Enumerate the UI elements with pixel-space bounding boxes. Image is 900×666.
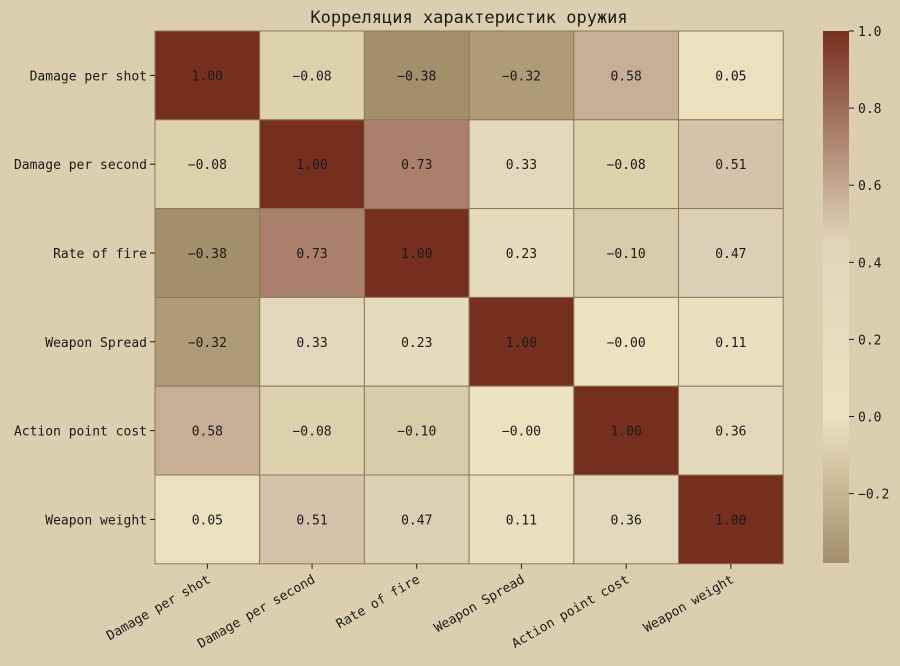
- cell-value-label: 0.73: [296, 247, 327, 262]
- cell-value-label: 0.36: [715, 425, 746, 440]
- heatmap-cell: [363, 208, 470, 298]
- heatmap-cell: [678, 385, 784, 476]
- heatmap-cell: [363, 30, 470, 121]
- cell-value-label: 0.23: [506, 247, 537, 262]
- chart-title: Корреляция характеристик оружия: [310, 8, 627, 28]
- cell-value-label: 1.00: [610, 425, 641, 440]
- column-label: Action point cost: [509, 572, 632, 652]
- heatmap-cell: [154, 385, 261, 476]
- cell-value-label: −0.32: [502, 69, 541, 84]
- row-label: Damage per shot: [30, 69, 147, 84]
- cell-value-label: 0.47: [401, 513, 432, 528]
- cell-value-label: −0.10: [607, 247, 646, 262]
- cell-value-label: 0.36: [610, 513, 641, 528]
- heatmap-cell: [154, 208, 261, 298]
- colorbar-tick-label: −0.2: [858, 488, 889, 503]
- row-label: Damage per second: [14, 158, 147, 173]
- cell-value-label: 1.00: [506, 336, 537, 351]
- colorbar-gradient: [823, 31, 849, 563]
- heatmap-cell: [573, 208, 679, 298]
- heatmap-cell: [259, 30, 365, 121]
- cell-value-label: 0.51: [296, 513, 327, 528]
- cell-value-label: 0.05: [192, 513, 223, 528]
- cell-value-label: 0.47: [715, 247, 746, 262]
- row-label: Action point cost: [14, 425, 147, 440]
- cell-value-label: 0.58: [192, 425, 223, 440]
- colorbar-tick-label: 0.6: [858, 179, 881, 194]
- cell-value-label: −0.08: [188, 158, 227, 173]
- cell-value-label: 0.33: [296, 336, 327, 351]
- heatmap-cell: [363, 385, 470, 476]
- row-label: Weapon weight: [45, 513, 147, 528]
- cell-value-label: −0.08: [607, 158, 646, 173]
- heatmap-cell: [468, 296, 575, 387]
- cell-value-label: −0.00: [607, 336, 646, 351]
- heatmap-cell: [678, 474, 784, 565]
- cell-value-label: 0.11: [715, 336, 746, 351]
- heatmap-cells: 1.00 −0.08 −0.38 −0.32 0.58 0.05 −0.08 1.00 0.73…: [154, 30, 784, 565]
- cell-value-label: 1.00: [296, 158, 327, 173]
- heatmap-cell: [259, 119, 365, 210]
- cell-value-label: −0.08: [292, 425, 331, 440]
- heatmap-cell: [154, 296, 261, 387]
- cell-value-label: −0.10: [397, 425, 436, 440]
- row-label: Weapon Spread: [45, 336, 147, 351]
- column-label: Damage per second: [195, 572, 318, 652]
- heatmap-cell: [678, 119, 784, 210]
- column-label: Rate of fire: [334, 572, 423, 632]
- cell-value-label: 1.00: [192, 69, 223, 84]
- cell-value-label: −0.38: [397, 69, 436, 84]
- colorbar-tick-label: 1.0: [858, 25, 881, 40]
- heatmap-cell: [468, 208, 575, 298]
- cell-value-label: 0.11: [506, 513, 537, 528]
- heatmap-cell: [678, 30, 784, 121]
- cell-value-label: −0.32: [188, 336, 227, 351]
- heatmap-cell: [468, 30, 575, 121]
- cell-value-label: 1.00: [715, 513, 746, 528]
- heatmap-cell: [678, 296, 784, 387]
- cell-value-label: −0.08: [292, 69, 331, 84]
- cell-value-label: 1.00: [401, 247, 432, 262]
- heatmap-cell: [573, 474, 679, 565]
- column-label: Damage per shot: [104, 572, 213, 644]
- heatmap-cell: [363, 296, 470, 387]
- heatmap-cell: [573, 385, 679, 476]
- heatmap-cell: [468, 119, 575, 210]
- heatmap-cell: [259, 208, 365, 298]
- cell-value-label: 0.51: [715, 158, 746, 173]
- cell-value-label: 0.73: [401, 158, 432, 173]
- heatmap-cell: [259, 296, 365, 387]
- cell-value-label: 0.23: [401, 336, 432, 351]
- row-labels: Damage per shot Damage per second Rate of …: [14, 69, 155, 528]
- colorbar-tick-label: 0.0: [858, 411, 881, 426]
- heatmap-cell: [573, 30, 679, 121]
- colorbar: 1.0 0.8 0.6 0.4 0.2 0.0 −0.2: [823, 25, 889, 563]
- cell-value-label: −0.00: [502, 425, 541, 440]
- heatmap-cell: [154, 474, 261, 565]
- cell-value-label: 0.05: [715, 69, 746, 84]
- colorbar-tick-label: 0.4: [858, 256, 882, 271]
- cell-value-label: −0.38: [188, 247, 227, 262]
- column-label: Weapon weight: [641, 572, 737, 636]
- heatmap-cell: [468, 385, 575, 476]
- colorbar-tick-label: 0.2: [858, 333, 881, 348]
- heatmap-cell: [678, 208, 784, 298]
- colorbar-tick-label: 0.8: [858, 102, 881, 117]
- heatmap-cell: [154, 30, 261, 121]
- row-label: Rate of fire: [53, 247, 147, 262]
- column-label: Weapon Spread: [432, 572, 528, 636]
- cell-value-label: 0.33: [506, 158, 537, 173]
- heatmap-cell: [573, 296, 679, 387]
- cell-value-label: 0.58: [610, 69, 641, 84]
